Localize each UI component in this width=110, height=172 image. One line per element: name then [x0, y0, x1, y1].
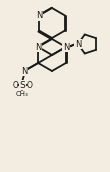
Text: O: O: [26, 80, 32, 89]
Text: N: N: [35, 42, 41, 51]
Text: O: O: [12, 80, 18, 89]
Text: S: S: [19, 80, 25, 89]
Text: N: N: [63, 42, 69, 51]
Text: N: N: [75, 40, 81, 49]
Text: CH₃: CH₃: [16, 91, 29, 97]
Text: N: N: [36, 11, 42, 20]
Text: N: N: [75, 40, 81, 49]
Text: N: N: [21, 67, 28, 76]
